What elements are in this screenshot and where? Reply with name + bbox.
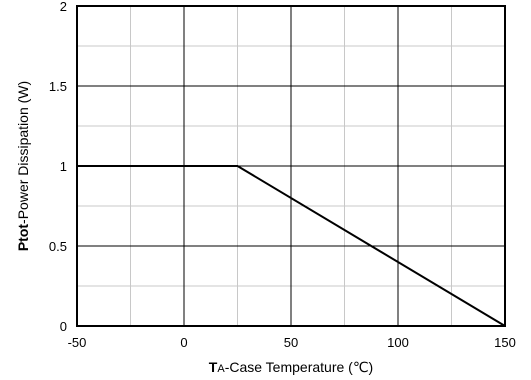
x-tick-label: 100 [387, 335, 409, 350]
y-tick-label: 0.5 [49, 239, 67, 254]
x-tick-label: 150 [494, 335, 516, 350]
y-tick-label: 2 [60, 0, 67, 14]
x-axis-label-rest: -Case Temperature (℃) [225, 359, 374, 375]
plot-frame [76, 5, 506, 327]
y-tick-label: 1 [60, 159, 67, 174]
series-line [77, 165, 506, 327]
y-tick-label: 0 [60, 319, 67, 334]
x-axis-label-prefix: T [209, 359, 218, 375]
x-axis-label: TA-Case Temperature (℃) [209, 359, 373, 375]
x-tick-label: 0 [180, 335, 187, 350]
y-axis-label-bold: Ptot [15, 224, 31, 252]
y-tick-label: 1.5 [49, 79, 67, 94]
series-group [77, 165, 506, 327]
y-axis-label: Ptot-Power Dissipation (W) [15, 81, 31, 251]
x-tick-labels: -50 0 50 100 150 [68, 335, 516, 350]
y-axis-label-rest: -Power Dissipation (W) [15, 81, 31, 224]
x-tick-label: -50 [68, 335, 87, 350]
x-axis-label-subscript: A [217, 363, 225, 375]
x-tick-label: 50 [284, 335, 298, 350]
y-tick-labels: 0 0.5 1 1.5 2 [49, 0, 67, 334]
